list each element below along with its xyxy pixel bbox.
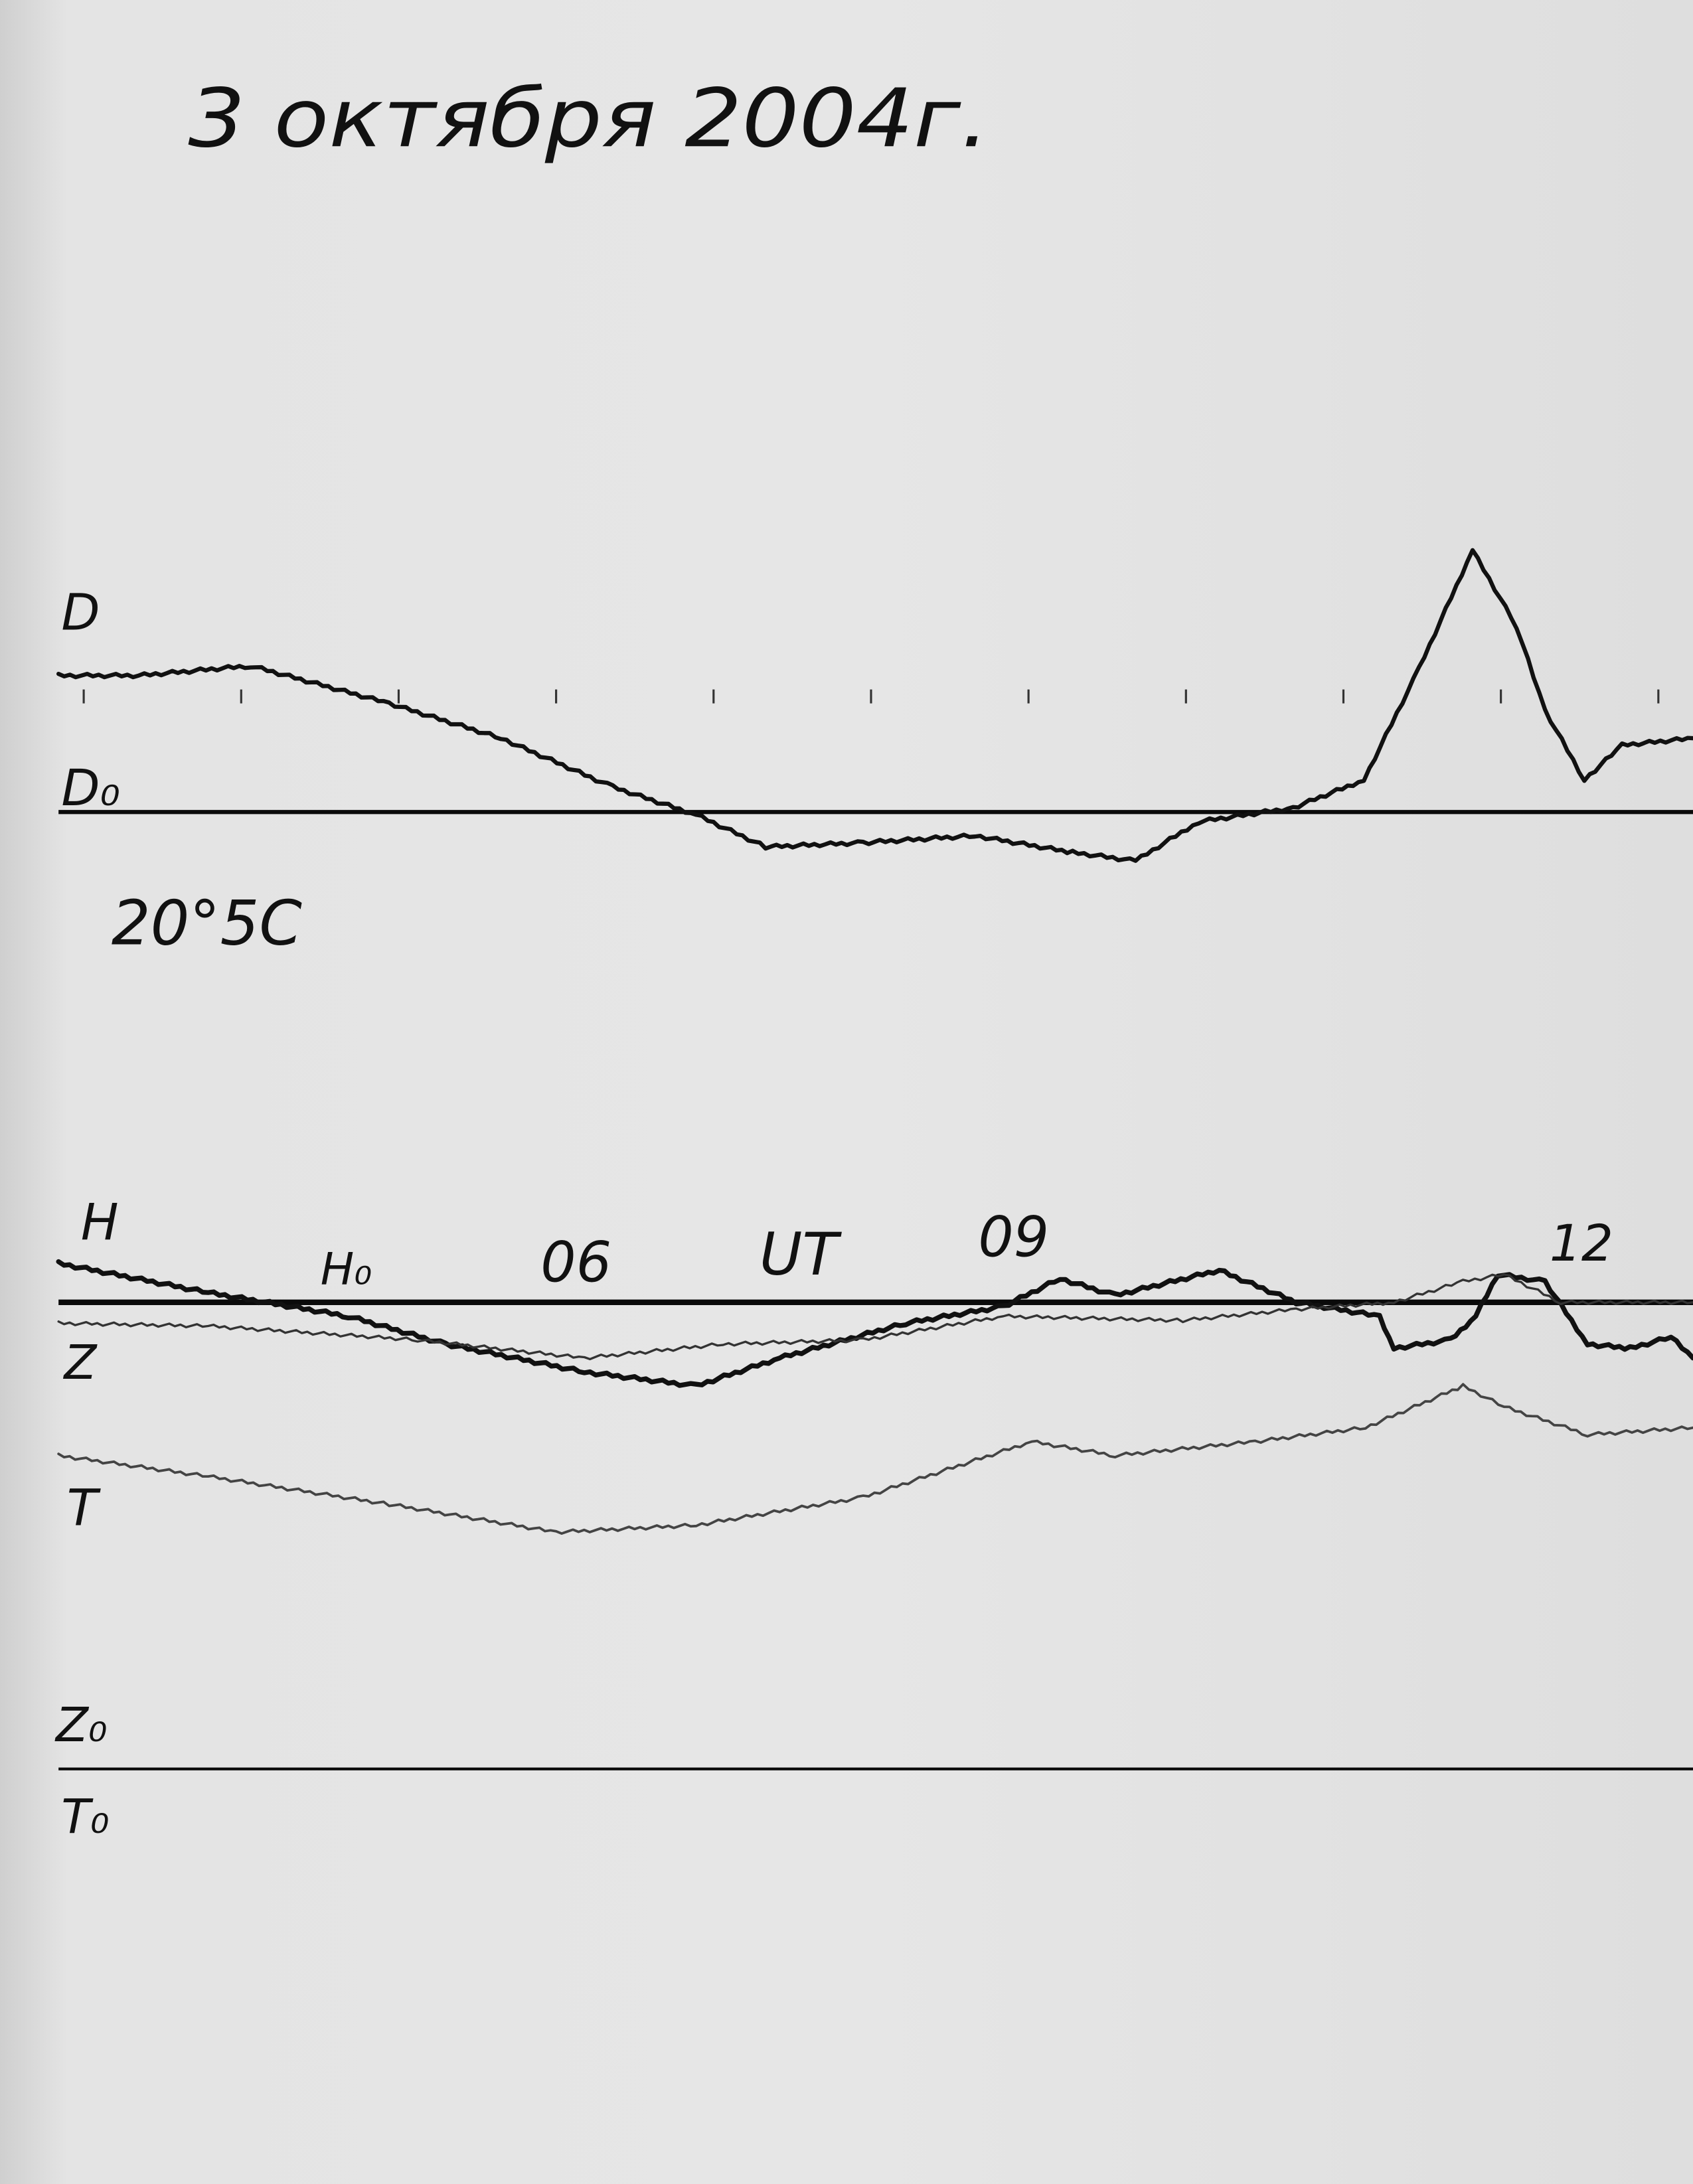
x-tick-label-06: 06 xyxy=(540,1229,611,1294)
baseline-label-d0: D₀ xyxy=(61,759,120,817)
series-label-d: D xyxy=(61,583,100,641)
temperature-label: 20°5C xyxy=(112,888,302,959)
baseline-label-z0: Z₀ xyxy=(54,1697,107,1753)
baseline-label-h0: H₀ xyxy=(321,1243,372,1295)
x-tick-label-12: 12 xyxy=(1550,1214,1613,1273)
x-tick-label-09: 09 xyxy=(978,1205,1049,1270)
series-label-t: T xyxy=(67,1479,102,1537)
series-label-z: Z xyxy=(63,1335,98,1390)
x-axis-label: UT xyxy=(760,1220,843,1288)
trace-z xyxy=(57,1273,1693,1361)
trace-t xyxy=(57,1383,1693,1535)
trace-d xyxy=(56,548,1693,863)
trace-h xyxy=(56,1259,1693,1388)
series-label-h: H xyxy=(81,1193,119,1251)
chart-title: 3 октября 2004г. xyxy=(188,71,989,165)
baseline-label-t0: T₀ xyxy=(61,1789,109,1844)
